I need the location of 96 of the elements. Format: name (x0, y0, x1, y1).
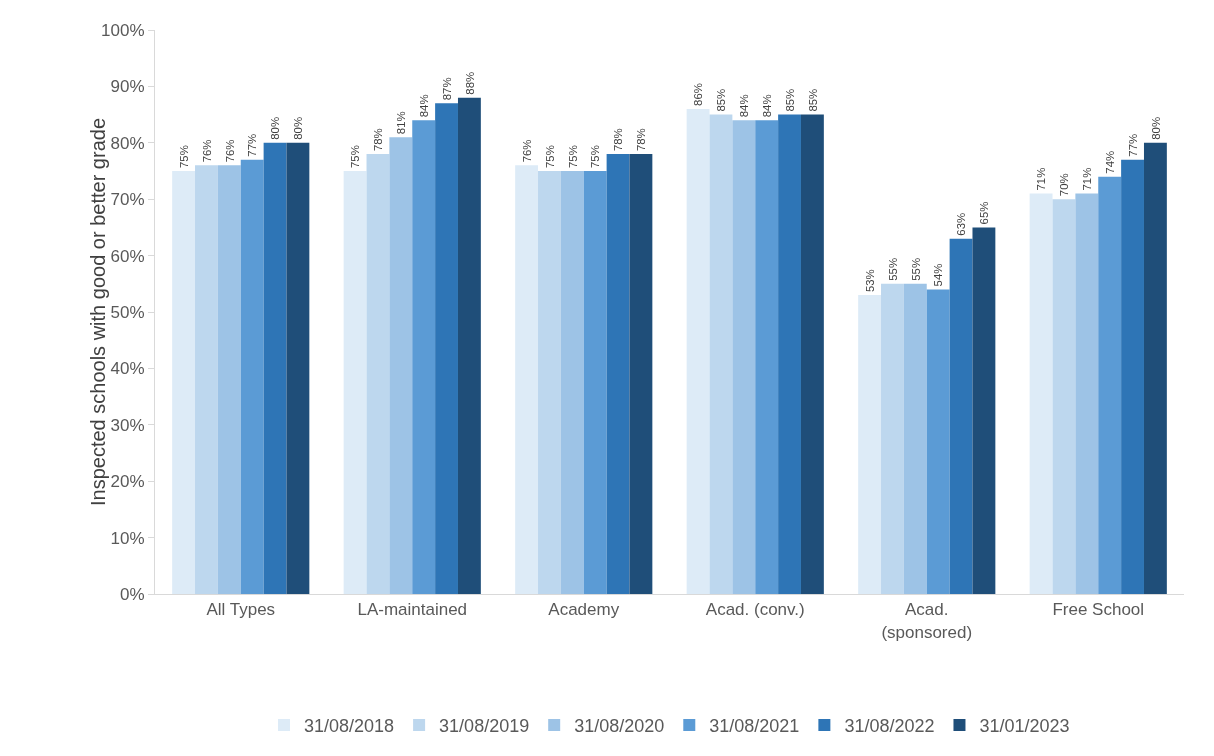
bar (538, 171, 561, 594)
y-tick-label: 20% (110, 472, 145, 492)
y-tick-label: 80% (110, 133, 145, 153)
data-label: 55% (886, 257, 899, 281)
data-label: 75% (177, 145, 190, 168)
y-tick-label: 10% (110, 528, 145, 548)
data-label: 76% (223, 139, 236, 163)
data-label: 85% (806, 88, 819, 112)
bar (172, 171, 196, 594)
x-tick-label: Acad. (sponsored) (881, 600, 973, 642)
data-label: 81% (395, 111, 407, 135)
bar (949, 238, 973, 594)
data-label: 85% (715, 88, 728, 112)
bar (1052, 199, 1076, 594)
data-label: 84% (738, 94, 750, 118)
bar (217, 165, 241, 594)
data-label: 80% (292, 116, 305, 140)
data-label: 76% (200, 139, 213, 163)
y-tick-label: 100% (101, 20, 145, 40)
bar (457, 97, 481, 594)
bar (1075, 193, 1099, 594)
data-label: 71% (1035, 167, 1048, 191)
bar (366, 154, 390, 594)
bar (686, 108, 710, 594)
y-axis-title: Inspected schools with good or better grade (86, 117, 109, 507)
data-label: 75% (589, 145, 602, 168)
data-label: 74% (1103, 150, 1116, 174)
x-tick-label: Free School (1052, 600, 1145, 620)
data-label: 84% (760, 94, 773, 118)
bar (606, 154, 630, 594)
bar (286, 142, 310, 594)
x-tick-label: Acad. (conv.) (705, 600, 805, 620)
x-tick-label: LA-maintained (357, 600, 468, 620)
y-tick-label: 60% (110, 246, 145, 266)
data-label: 80% (269, 116, 282, 140)
data-label: 78% (372, 128, 385, 152)
bar (240, 159, 264, 594)
data-label: 85% (783, 88, 796, 112)
data-label: 75% (349, 145, 362, 168)
bar (343, 171, 367, 594)
y-tick-label: 40% (110, 359, 145, 379)
data-label: 54% (932, 263, 945, 287)
bar (972, 227, 996, 594)
y-tick-label: 30% (110, 415, 145, 435)
bar (412, 120, 436, 594)
legend-label: 31/08/2022 (844, 716, 935, 737)
legend-label: 31/08/2021 (709, 716, 800, 737)
bar (881, 283, 904, 594)
data-label: 77% (1126, 133, 1139, 157)
data-label: 88% (463, 71, 476, 95)
bar (263, 142, 287, 594)
bar (709, 114, 733, 594)
bar (903, 283, 927, 594)
bar (1143, 142, 1167, 594)
data-label: 76% (520, 139, 533, 163)
data-label: 80% (1149, 116, 1162, 140)
y-tick-label: 0% (120, 584, 145, 604)
legend-label: 31/08/2018 (304, 716, 395, 737)
bar (732, 120, 756, 594)
bar (926, 289, 950, 594)
data-label: 78% (635, 128, 648, 152)
x-tick-label: All Types (206, 600, 276, 620)
bar (435, 103, 458, 594)
bar (1098, 176, 1122, 594)
data-label: 87% (440, 77, 453, 101)
data-label: 75% (543, 145, 556, 168)
bar (1029, 193, 1053, 594)
data-label: 53% (863, 269, 876, 293)
legend-label: 31/08/2019 (439, 716, 530, 737)
bar (1121, 159, 1144, 594)
bar (389, 137, 413, 594)
bar (858, 295, 882, 594)
data-label: 70% (1058, 173, 1071, 197)
data-label: 63% (955, 212, 968, 236)
legend-label: 31/08/2020 (574, 716, 665, 737)
x-tick-label: Academy (548, 600, 620, 620)
data-label: 71% (1081, 167, 1093, 191)
bar (515, 165, 539, 594)
data-label: 65% (978, 201, 991, 225)
data-label: 78% (612, 128, 625, 152)
y-tick-label: 90% (110, 77, 145, 97)
bar (583, 171, 607, 594)
bar (755, 120, 779, 594)
bar (629, 154, 653, 594)
data-label: 55% (909, 257, 922, 281)
data-label: 86% (692, 83, 705, 106)
bar (800, 114, 824, 594)
y-tick-label: 70% (110, 190, 145, 210)
data-label: 77% (246, 133, 259, 157)
data-label: 75% (566, 145, 579, 168)
data-label: 84% (417, 94, 430, 118)
bar (778, 114, 801, 594)
bar (195, 165, 218, 594)
bar (560, 171, 584, 594)
legend-label: 31/01/2023 (979, 716, 1070, 737)
y-tick-label: 50% (110, 302, 145, 322)
